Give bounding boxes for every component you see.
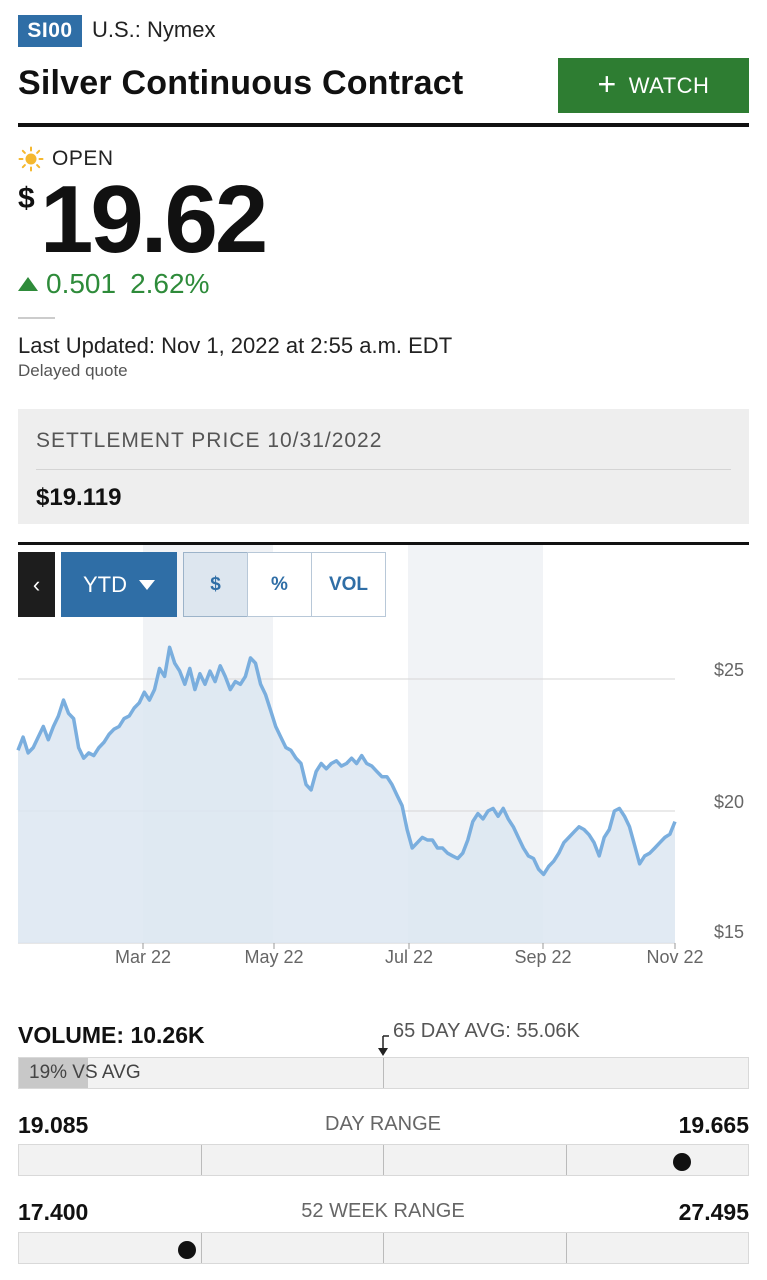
y-tick-label: $20 bbox=[714, 792, 744, 812]
day-range-high: 19.665 bbox=[678, 1112, 749, 1138]
range-tick bbox=[566, 1145, 567, 1175]
ticker-badge: SI00 bbox=[18, 15, 82, 47]
change-percent: 2.62% bbox=[130, 268, 210, 299]
week52-range-low: 17.400 bbox=[18, 1199, 89, 1225]
day-range-marker bbox=[673, 1153, 692, 1171]
divider bbox=[18, 317, 55, 319]
plus-icon: + bbox=[597, 66, 617, 102]
week52-range-marker bbox=[177, 1241, 196, 1259]
week52-range-high: 27.495 bbox=[678, 1199, 749, 1225]
header-divider bbox=[18, 123, 749, 127]
range-dropdown[interactable]: YTD bbox=[61, 552, 177, 617]
watch-button[interactable]: + WATCH bbox=[558, 58, 749, 113]
caret-down-icon bbox=[139, 579, 155, 590]
currency-symbol: $ bbox=[18, 182, 35, 215]
range-tick bbox=[201, 1145, 202, 1175]
chevron-left-icon: ‹ bbox=[32, 571, 41, 597]
range-tick bbox=[201, 1233, 202, 1263]
day-range-low: 19.085 bbox=[18, 1112, 89, 1138]
range-label: YTD bbox=[83, 571, 127, 597]
week52-range-label: 52 WEEK RANGE bbox=[301, 1200, 465, 1222]
x-tick-label: Nov 22 bbox=[646, 947, 703, 967]
y-tick-label: $15 bbox=[714, 922, 744, 942]
chart-back-button[interactable]: ‹ bbox=[18, 552, 55, 617]
chart-mode-dollar[interactable]: $ bbox=[183, 552, 248, 617]
range-tick bbox=[383, 1145, 384, 1175]
marker-arrow-icon bbox=[378, 1035, 389, 1056]
change-value: 0.501 bbox=[46, 268, 117, 299]
price-value: 19.62 bbox=[40, 166, 268, 273]
chart-divider bbox=[18, 542, 749, 545]
watch-button-label: WATCH bbox=[628, 72, 710, 98]
last-updated: Last Updated: Nov 1, 2022 at 2:55 a.m. E… bbox=[18, 333, 453, 358]
page-title: Silver Continuous Contract bbox=[18, 64, 464, 102]
delayed-note: Delayed quote bbox=[18, 361, 128, 380]
settlement-label: SETTLEMENT PRICE 10/31/2022 bbox=[36, 429, 383, 452]
sun-icon bbox=[18, 146, 44, 172]
volume-label: VOLUME: 10.26K bbox=[18, 1022, 205, 1048]
volume-avg-tick bbox=[383, 1058, 384, 1088]
range-tick bbox=[566, 1233, 567, 1263]
exchange-label: U.S.: Nymex bbox=[92, 17, 216, 42]
settlement-value: $19.119 bbox=[36, 484, 122, 511]
week52-range-bar bbox=[18, 1232, 749, 1264]
status-text: OPEN bbox=[52, 147, 114, 170]
volume-bar-fill bbox=[19, 1058, 89, 1088]
chart-mode-volume[interactable]: VOL bbox=[311, 552, 386, 617]
settlement-divider bbox=[36, 469, 731, 470]
y-tick-label: $25 bbox=[714, 660, 744, 680]
x-tick-label: May 22 bbox=[244, 947, 303, 967]
x-tick-label: Sep 22 bbox=[514, 947, 571, 967]
arrow-up-icon bbox=[18, 277, 38, 291]
volume-avg-label: 65 DAY AVG: 55.06K bbox=[393, 1020, 580, 1042]
settlement-panel: SETTLEMENT PRICE 10/31/2022 $19.119 bbox=[18, 409, 749, 524]
x-tick-label: Mar 22 bbox=[115, 947, 171, 967]
day-range-label: DAY RANGE bbox=[325, 1113, 441, 1135]
price-line bbox=[16, 645, 677, 877]
market-status: OPEN bbox=[18, 146, 114, 172]
chart-mode-percent[interactable]: % bbox=[247, 552, 312, 617]
volume-vs-avg: 19% VS AVG bbox=[29, 1062, 141, 1083]
price-change: 0.501 2.62% bbox=[18, 268, 209, 300]
volume-bar: 19% VS AVG bbox=[18, 1057, 749, 1089]
range-tick bbox=[383, 1233, 384, 1263]
day-range-bar bbox=[18, 1144, 749, 1176]
x-tick-label: Jul 22 bbox=[385, 947, 433, 967]
price-area bbox=[18, 647, 675, 943]
